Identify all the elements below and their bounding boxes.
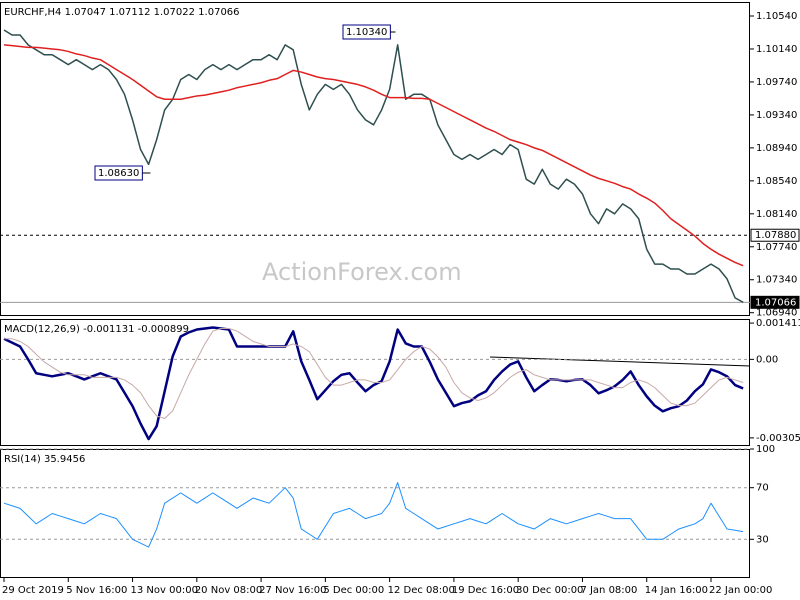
x-tick-label: 27 Nov 16:00 — [259, 585, 326, 596]
x-tick-label: 19 Dec 16:00 — [452, 585, 519, 596]
y-tick-label: 1.09740 — [756, 77, 797, 88]
macd-trendline — [489, 356, 751, 367]
panel-title: RSI(14) 35.9456 — [4, 454, 85, 465]
x-tick-label: 13 Nov 00:00 — [131, 585, 198, 596]
series-line — [3, 326, 744, 441]
level-label: 1.07880 — [755, 230, 796, 241]
annotation-label: 1.08630 — [98, 168, 139, 179]
y-tick-label: 0.00 — [756, 354, 778, 365]
y-tick-label: 1.07740 — [756, 242, 797, 253]
panel-title: EURCHF,H4 1.07047 1.07112 1.07022 1.0706… — [4, 7, 240, 18]
y-tick-label: 1.06940 — [756, 308, 797, 319]
series-line — [3, 482, 744, 548]
y-tick-label: -0.003055 — [756, 433, 800, 444]
x-tick-label: 12 Dec 08:00 — [388, 585, 455, 596]
y-tick-label: 1.09340 — [756, 110, 797, 121]
panel-border — [0, 319, 750, 446]
y-tick-label: 1.07340 — [756, 275, 797, 286]
x-tick-label: 20 Nov 08:00 — [195, 585, 262, 596]
x-tick-label: 7 Jan 08:00 — [580, 585, 637, 596]
level-label-box — [750, 228, 800, 242]
level-label: 1.07066 — [755, 297, 796, 308]
series-line — [3, 29, 744, 303]
x-tick-label: 5 Dec 00:00 — [323, 585, 384, 596]
y-tick-label: 100 — [756, 444, 775, 455]
y-tick-label: 1.08540 — [756, 176, 797, 187]
x-tick-label: 14 Jan 16:00 — [645, 585, 708, 596]
series-line — [3, 44, 744, 267]
y-tick-label: 1.10140 — [756, 44, 797, 55]
x-tick-label: 29 Oct 2019 — [2, 585, 64, 596]
x-tick-label: 30 Dec 00:00 — [516, 585, 583, 596]
y-tick-label: 0.001411 — [756, 318, 800, 329]
panel-title: MACD(12,26,9) -0.001131 -0.000899 — [4, 324, 189, 335]
panel-border — [0, 2, 750, 316]
y-tick-label: 30 — [756, 534, 769, 545]
annotation-label: 1.10340 — [346, 27, 387, 38]
series-line — [4, 328, 744, 419]
y-tick-label: 1.08140 — [756, 209, 797, 220]
y-tick-label: 70 — [756, 483, 769, 494]
x-tick-label: 22 Jan 00:00 — [709, 585, 772, 596]
level-label-box — [750, 295, 800, 309]
watermark: ActionForex.com — [262, 258, 462, 286]
y-tick-label: 1.10540 — [756, 11, 797, 22]
x-tick-label: 5 Nov 16:00 — [66, 585, 127, 596]
y-tick-label: 1.08940 — [756, 143, 797, 154]
